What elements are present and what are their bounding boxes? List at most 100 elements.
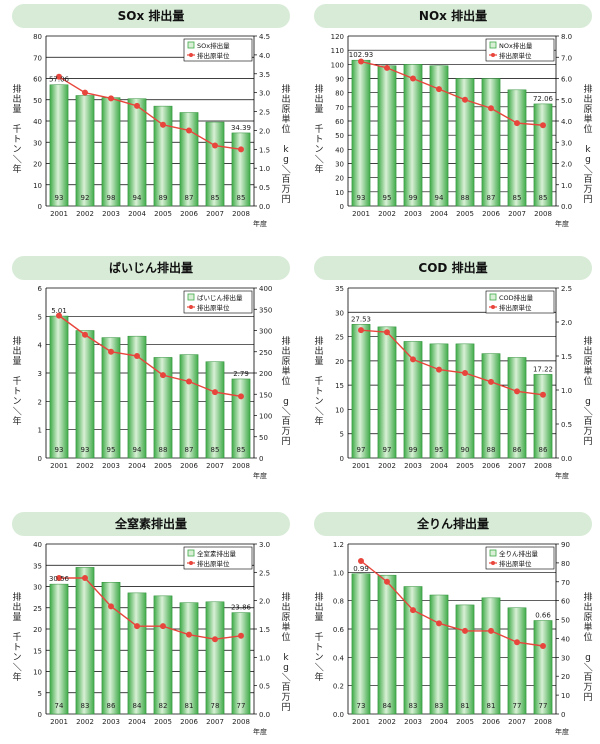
y2-axis-title-char: 円 bbox=[281, 436, 290, 447]
y2-tick-label: 4.0 bbox=[561, 118, 572, 126]
y2-axis-title-char: 円 bbox=[583, 692, 592, 703]
y2-axis-title-char: ／ bbox=[280, 672, 291, 681]
y-axis-title-char: 年 bbox=[314, 671, 323, 683]
y-tick-label: 0.4 bbox=[333, 654, 345, 662]
y2-tick-label: 2.0 bbox=[561, 161, 572, 169]
bar bbox=[403, 586, 423, 715]
x-axis-title: 年度 bbox=[555, 727, 569, 736]
legend-label-bar: 全りん排出量 bbox=[499, 549, 539, 558]
bar-label: 83 bbox=[409, 702, 418, 710]
bar-label: 85 bbox=[237, 194, 246, 202]
y2-tick-label: 90 bbox=[561, 541, 570, 549]
bar bbox=[429, 594, 449, 715]
y2-tick-label: 80 bbox=[561, 560, 570, 568]
bar-label: 95 bbox=[435, 446, 444, 454]
y-axis-title-char: 排 bbox=[314, 83, 323, 95]
bar bbox=[75, 330, 95, 459]
bar bbox=[455, 343, 475, 459]
y2-axis-title-char: 単 bbox=[281, 365, 290, 377]
bar-label: 83 bbox=[81, 702, 90, 710]
intensity-point bbox=[186, 127, 192, 134]
intensity-line bbox=[360, 329, 544, 396]
y2-tick-label: 50 bbox=[561, 617, 570, 625]
intensity-point bbox=[514, 388, 520, 395]
bar bbox=[455, 604, 475, 715]
intensity-point bbox=[540, 391, 546, 398]
legend-label-bar: ばいじん排出量 bbox=[197, 293, 243, 302]
bar-label: 78 bbox=[211, 702, 220, 710]
y-tick-label: 0 bbox=[38, 455, 42, 463]
legend-box bbox=[485, 290, 555, 314]
y-axis-title-char: 量 bbox=[314, 356, 323, 367]
intensity-point bbox=[186, 378, 192, 385]
intensity-point bbox=[134, 102, 140, 109]
y2-axis-title-char: 円 bbox=[583, 436, 592, 447]
bar bbox=[377, 65, 397, 207]
y2-tick-label: 2.5 bbox=[259, 109, 270, 117]
y-tick-label: 10 bbox=[335, 406, 344, 414]
y-tick-label: 1.0 bbox=[333, 569, 344, 577]
chart-title: SOx 排出量 bbox=[12, 4, 290, 28]
intensity-line bbox=[360, 560, 544, 647]
legend-swatch-dot bbox=[491, 305, 495, 309]
chart-svg: 0 10 20 30 40 50 60 70 80 90 100 110 120 0.0 1.0 2.0 3.0… bbox=[313, 33, 593, 228]
value-label-last: 34.39 bbox=[231, 124, 251, 132]
x-tick-label: 2005 bbox=[154, 462, 172, 470]
bar-label: 82 bbox=[159, 702, 168, 710]
legend-label-bar: SOx排出量 bbox=[197, 41, 230, 50]
bar bbox=[231, 378, 251, 459]
y2-tick-label: 70 bbox=[561, 579, 570, 587]
intensity-point bbox=[462, 96, 468, 103]
bar bbox=[205, 361, 225, 459]
legend-label-line: 排出原単位 bbox=[197, 559, 230, 568]
y2-tick-label: 3.5 bbox=[259, 71, 270, 79]
y2-tick-label: 300 bbox=[259, 328, 272, 336]
y-tick-label: 15 bbox=[33, 647, 42, 655]
y-axis-title-char: 出 bbox=[12, 93, 21, 105]
legend-box bbox=[485, 546, 555, 570]
y2-axis-title-char: 排 bbox=[281, 591, 290, 603]
bar bbox=[153, 105, 173, 207]
bar-label: 85 bbox=[211, 194, 220, 202]
bar bbox=[179, 354, 199, 459]
bar-label: 97 bbox=[383, 446, 392, 454]
y-axis-title-char: ト bbox=[314, 387, 323, 397]
y2-axis-title-char: 単 bbox=[583, 621, 592, 633]
x-tick-label: 2008 bbox=[534, 718, 552, 726]
bar bbox=[507, 607, 527, 715]
bar bbox=[75, 95, 95, 207]
y-axis-title-char: 年 bbox=[12, 671, 21, 683]
intensity-point bbox=[462, 627, 468, 634]
y2-axis-title-char: 原 bbox=[281, 356, 290, 367]
intensity-point bbox=[514, 120, 520, 127]
value-label-first: 0.99 bbox=[353, 565, 369, 573]
y2-axis-title-char: 原 bbox=[281, 104, 290, 115]
y2-axis-title-char: ／ bbox=[280, 406, 291, 415]
chart-panel-nitrogen: 全窒素排出量 0 5 10 15 20 25 30 35 40 0.0 0.5 1.0 1.5 2.0 2.… bbox=[6, 508, 296, 744]
bar-label: 85 bbox=[211, 446, 220, 454]
y2-tick-label: 0.5 bbox=[259, 184, 270, 192]
value-label-first: 102.93 bbox=[349, 51, 374, 59]
y2-axis-title-char: 百 bbox=[281, 416, 290, 427]
y2-axis-title-char: 万 bbox=[583, 427, 592, 437]
bar-label: 86 bbox=[539, 446, 548, 454]
bar-label: 86 bbox=[107, 702, 116, 710]
x-tick-label: 2002 bbox=[76, 462, 94, 470]
legend-swatch-dot bbox=[491, 561, 495, 565]
intensity-point bbox=[212, 142, 218, 149]
y-tick-label: 20 bbox=[335, 358, 344, 366]
intensity-line bbox=[59, 577, 242, 640]
y-tick-label: 0 bbox=[38, 711, 42, 719]
x-tick-label: 2005 bbox=[456, 462, 474, 470]
y2-tick-label: 2.0 bbox=[259, 598, 270, 606]
intensity-point bbox=[384, 578, 390, 585]
y-tick-label: 80 bbox=[33, 33, 42, 41]
y2-tick-label: 1.5 bbox=[561, 353, 572, 361]
legend-swatch-bar bbox=[187, 293, 195, 301]
y2-tick-label: 0 bbox=[561, 711, 565, 719]
y2-tick-label: 2.5 bbox=[259, 569, 270, 577]
intensity-point bbox=[56, 73, 62, 80]
y2-axis-title-char: 百 bbox=[281, 174, 290, 185]
